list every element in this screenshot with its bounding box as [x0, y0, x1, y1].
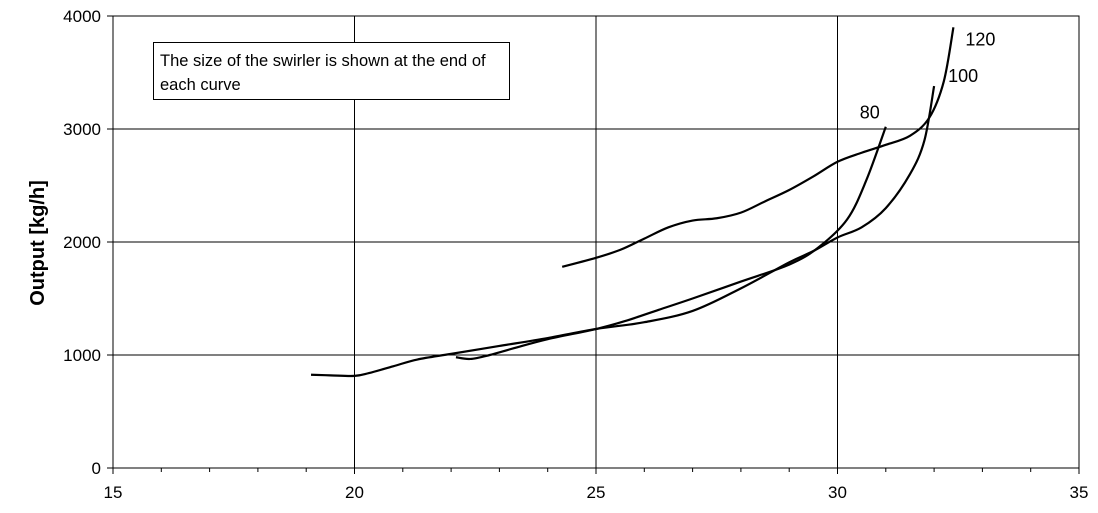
- series-line-80: [455, 126, 887, 361]
- x-tick-label: 35: [1070, 483, 1089, 502]
- annotation-text: The size of the swirler is shown at the …: [160, 52, 486, 94]
- series: [310, 27, 955, 378]
- series-label-80: 80: [860, 103, 880, 123]
- y-tick-label: 3000: [63, 120, 101, 139]
- y-tick-label: 4000: [63, 7, 101, 26]
- curve-labels: 80 100 120: [860, 29, 996, 122]
- tick-labels: 0 1000 2000 3000 4000 15 20 25 30 35: [63, 7, 1088, 502]
- series-line-120: [561, 27, 955, 268]
- series-label-120: 120: [965, 29, 995, 49]
- y-tick-label: 0: [92, 459, 101, 478]
- y-tick-label: 2000: [63, 233, 101, 252]
- axes: [107, 15, 1080, 474]
- annotation-box: The size of the swirler is shown at the …: [153, 42, 510, 100]
- y-axis-label: Output [kg/h]: [27, 180, 49, 306]
- y-tick-label: 1000: [63, 346, 101, 365]
- x-tick-label: 30: [828, 483, 847, 502]
- x-tick-label: 25: [587, 483, 606, 502]
- x-tick-label: 20: [345, 483, 364, 502]
- series-label-100: 100: [948, 66, 978, 86]
- x-tick-label: 15: [104, 483, 123, 502]
- series-line-100: [310, 85, 936, 378]
